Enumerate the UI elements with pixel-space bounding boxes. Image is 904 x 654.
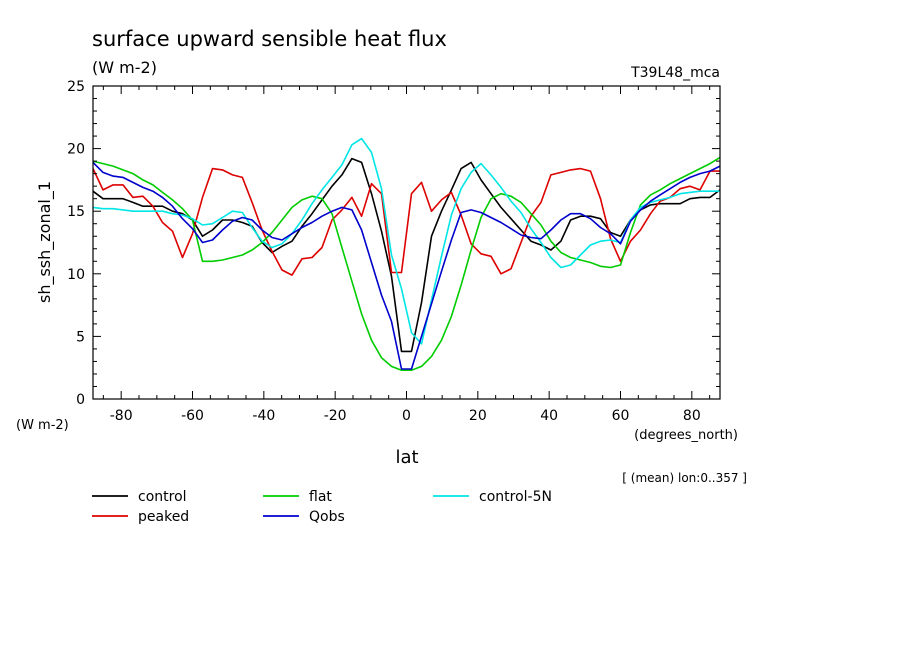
series-layer	[92, 137, 721, 372]
series-line-qobs	[92, 161, 721, 370]
legend-label-qobs: Qobs	[309, 509, 345, 525]
legend-label-control: control	[138, 489, 187, 505]
x-tick-label: -20	[324, 408, 347, 424]
legend-label-control-5n: control-5N	[479, 489, 552, 505]
x-tick-label: 20	[469, 408, 487, 424]
x-axis-units: (degrees_north)	[634, 428, 738, 443]
y-tick-label: 0	[76, 392, 85, 408]
series-line-control	[92, 157, 721, 353]
y-tick-label: 25	[67, 79, 85, 95]
legend: control peaked flat Qobs control-5N	[92, 489, 552, 525]
x-tick-label: -60	[181, 408, 204, 424]
x-tick-label: 80	[683, 408, 701, 424]
series-line-control-5n	[92, 137, 720, 345]
tick-label-layer: -80 -60 -40 -20 0 20 40 60 80 0 5 10 15 20 25	[67, 79, 701, 424]
series-line-flat	[92, 156, 721, 372]
series-line-peaked	[92, 167, 720, 276]
run-label: T39L48_mca	[630, 65, 720, 81]
y-axis-units: (W m-2)	[16, 418, 69, 433]
y-tick-label: 5	[76, 329, 85, 345]
y-tick-label: 20	[67, 142, 85, 158]
x-tick-label: 60	[612, 408, 630, 424]
mean-note: [ (mean) lon:0..357 ]	[622, 471, 747, 485]
tick-layer	[93, 85, 720, 400]
x-axis-label: lat	[395, 447, 418, 468]
x-tick-label: 0	[402, 408, 411, 424]
y-tick-label: 10	[67, 267, 85, 283]
x-tick-label: 40	[540, 408, 558, 424]
chart-units: (W m-2)	[92, 58, 157, 77]
chart-title: surface upward sensible heat flux	[92, 27, 447, 51]
x-tick-label: -40	[252, 408, 275, 424]
y-tick-label: 15	[67, 204, 85, 220]
y-axis-label: sh_ssh_zonal_1	[35, 181, 55, 303]
legend-label-flat: flat	[309, 489, 332, 505]
legend-label-peaked: peaked	[138, 509, 189, 525]
x-tick-label: -80	[110, 408, 133, 424]
